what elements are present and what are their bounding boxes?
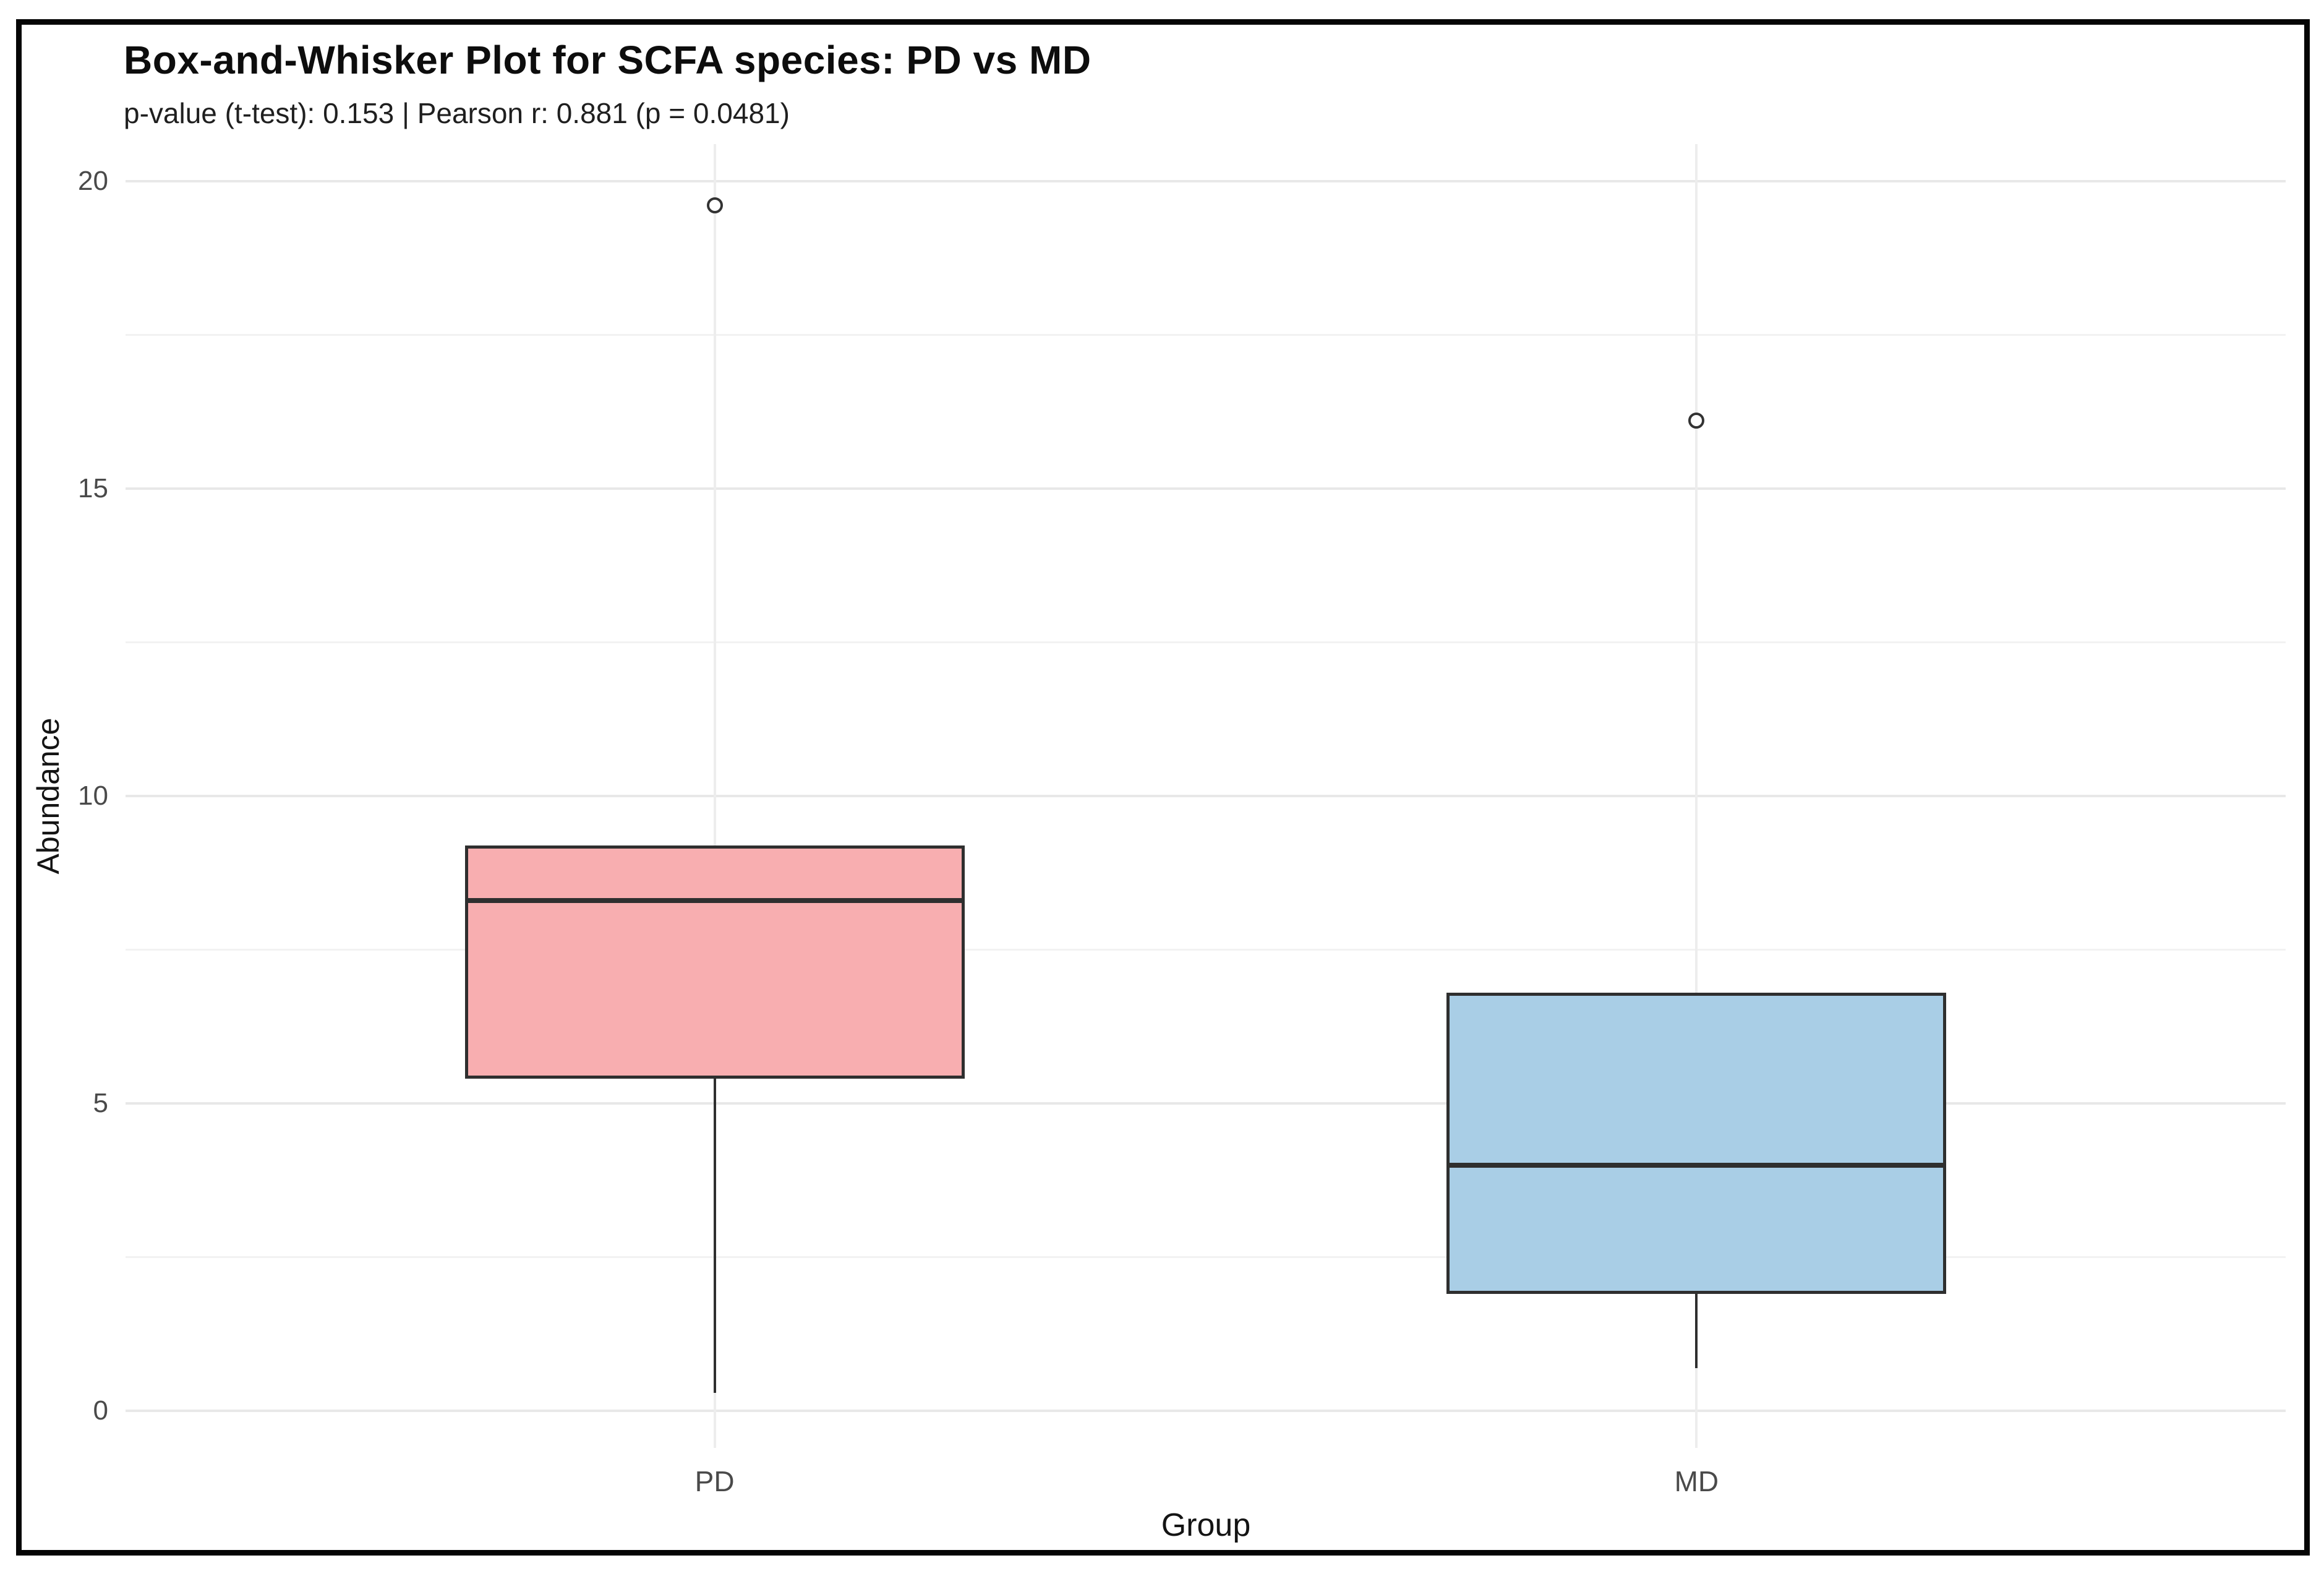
whisker-low-PD	[713, 1079, 716, 1393]
outlier-PD	[706, 197, 723, 214]
gridline-y-major	[126, 1102, 2286, 1105]
figure-border	[16, 19, 2310, 1556]
x-axis-title: Group	[1161, 1507, 1251, 1543]
x-tick-label-MD: MD	[1674, 1465, 1719, 1497]
gridline-y-minor	[126, 949, 2286, 951]
gridline-y-major	[126, 487, 2286, 490]
gridline-y-major	[126, 1410, 2286, 1413]
y-tick-label: 20	[78, 165, 108, 196]
y-tick-label: 5	[93, 1088, 108, 1119]
whisker-low-MD	[1695, 1294, 1698, 1368]
y-tick-label: 0	[93, 1395, 108, 1426]
median-line-MD	[1446, 1162, 1947, 1168]
plot-panel	[126, 144, 2286, 1448]
gridline-y-major	[126, 795, 2286, 797]
gridline-y-minor	[126, 1256, 2286, 1259]
median-line-PD	[464, 898, 965, 904]
y-tick-label: 10	[78, 781, 108, 811]
gridline-x-MD	[1695, 144, 1698, 1448]
gridline-y-minor	[126, 333, 2286, 336]
box-MD	[1446, 993, 1947, 1295]
chart-title: Box-and-Whisker Plot for SCFA species: P…	[124, 38, 1092, 82]
gridline-x-PD	[713, 144, 716, 1448]
box-PD	[464, 845, 965, 1079]
gridline-y-major	[126, 179, 2286, 182]
gridline-y-minor	[126, 641, 2286, 643]
y-tick-label: 15	[78, 473, 108, 503]
x-tick-label-PD: PD	[694, 1465, 735, 1497]
chart-subtitle-stats: p-value (t-test): 0.153 | Pearson r: 0.8…	[124, 97, 790, 129]
outlier-MD	[1688, 413, 1705, 429]
